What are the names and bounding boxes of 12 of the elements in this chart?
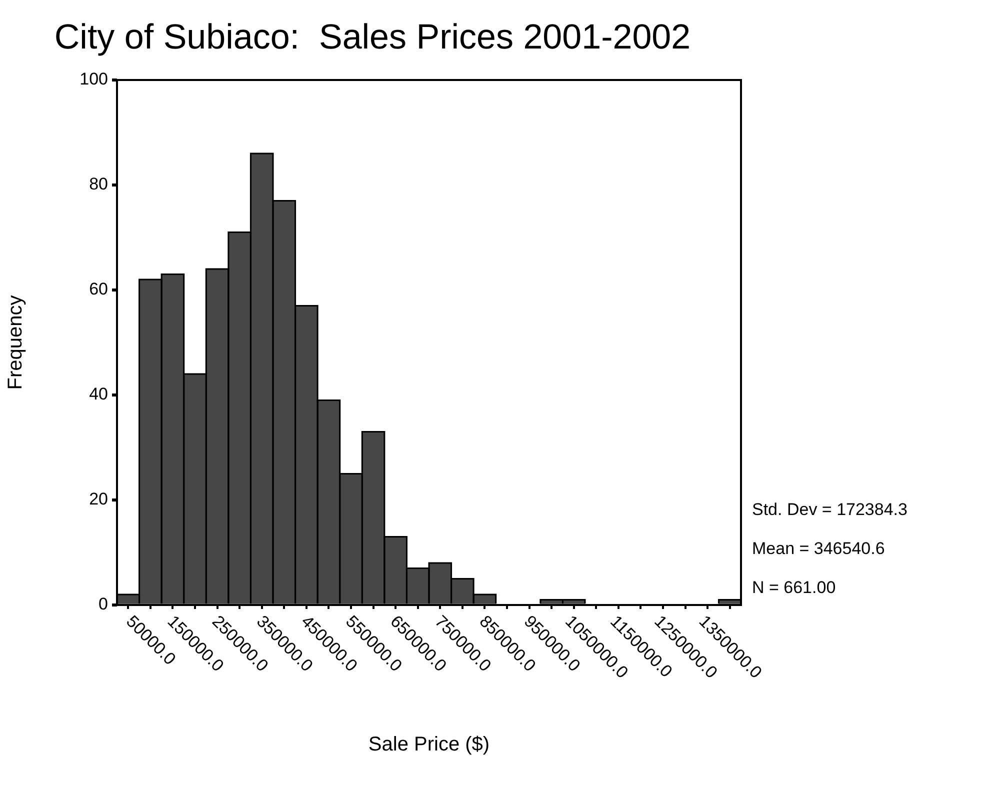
chart-title: City of Subiaco: Sales Prices 2001-2002 <box>54 18 691 57</box>
text: Std. Dev = 172384.3 <box>752 499 908 521</box>
y-tick-label: 20 <box>89 490 108 509</box>
text: Mean = 346540.6 <box>752 538 886 560</box>
y-tick-label: 60 <box>89 280 108 299</box>
y-tick-label: 100 <box>80 70 108 89</box>
y-tick-label: 80 <box>89 174 108 194</box>
y-axis-title: Frequency <box>4 295 27 390</box>
text: N = 661.00 <box>752 578 836 597</box>
x-axis-title: Sale Price ($) <box>368 734 490 756</box>
y-tick-label: 40 <box>89 384 108 404</box>
y-tick-label: 0 <box>98 594 108 614</box>
